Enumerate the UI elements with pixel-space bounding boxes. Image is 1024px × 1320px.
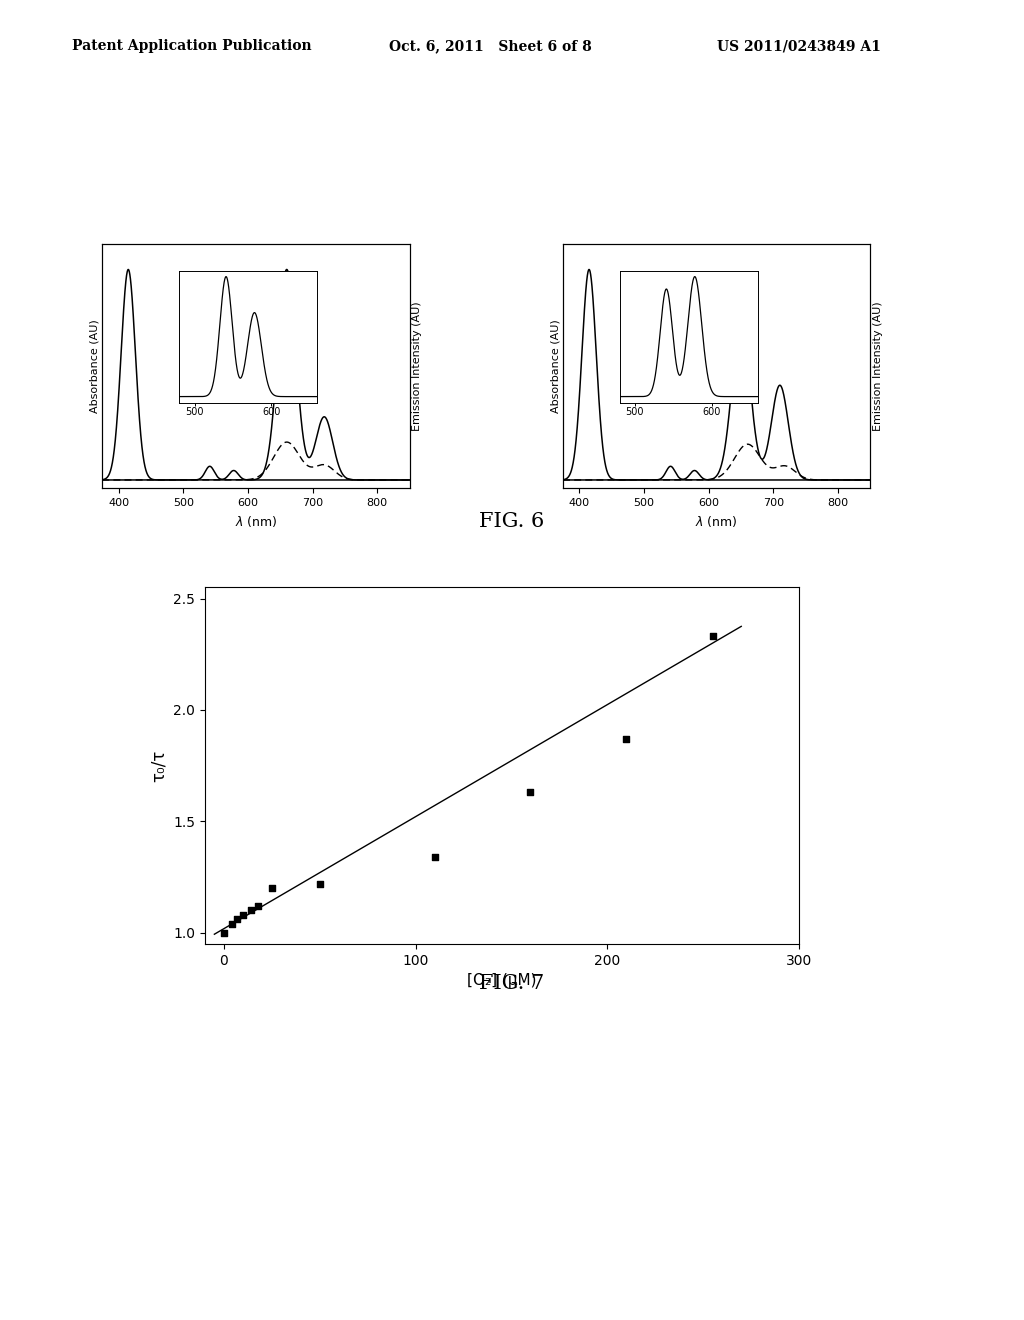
Point [618, 729, 635, 750]
Y-axis label: τ₀/τ: τ₀/τ [150, 750, 168, 781]
Y-axis label: Absorbance (AU): Absorbance (AU) [551, 319, 560, 413]
X-axis label: $\lambda$ (nm): $\lambda$ (nm) [234, 513, 278, 529]
Text: US 2011/0243849 A1: US 2011/0243849 A1 [717, 40, 881, 53]
Text: FIG. 7: FIG. 7 [479, 974, 545, 993]
Point [250, 895, 266, 916]
Point [223, 913, 240, 935]
Point [234, 904, 251, 925]
Point [243, 900, 259, 921]
X-axis label: $\lambda$ (nm): $\lambda$ (nm) [695, 513, 738, 529]
Y-axis label: Emission Intensity (AU): Emission Intensity (AU) [873, 301, 883, 432]
Text: Patent Application Publication: Patent Application Publication [72, 40, 311, 53]
Point [216, 923, 232, 944]
Text: FIG. 6: FIG. 6 [479, 512, 545, 531]
Y-axis label: Emission Intensity (AU): Emission Intensity (AU) [413, 301, 422, 432]
Point [705, 626, 721, 647]
Point [311, 873, 328, 894]
X-axis label: [O₂] (μM): [O₂] (μM) [467, 973, 537, 989]
Y-axis label: Absorbance (AU): Absorbance (AU) [90, 319, 99, 413]
Point [427, 846, 443, 867]
Text: Oct. 6, 2011   Sheet 6 of 8: Oct. 6, 2011 Sheet 6 of 8 [389, 40, 592, 53]
Point [263, 878, 280, 899]
Point [229, 908, 246, 929]
Point [522, 781, 539, 803]
